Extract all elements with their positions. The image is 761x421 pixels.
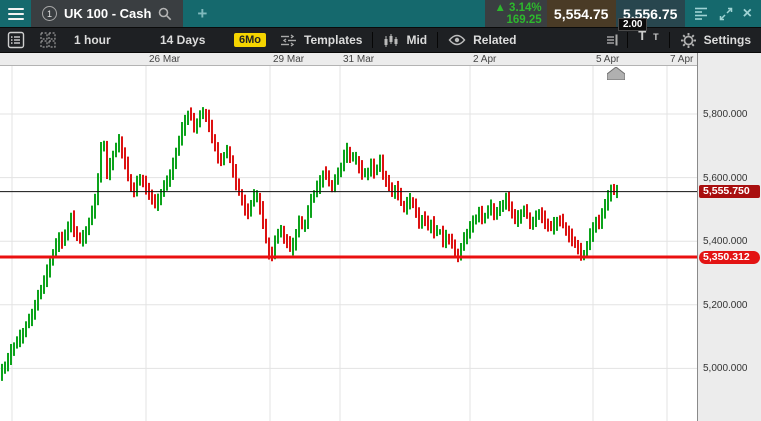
toolbar-divider: [627, 31, 629, 49]
session-marker-icon[interactable]: [607, 67, 625, 80]
close-icon[interactable]: ×: [742, 4, 752, 22]
drawings-panel-button[interactable]: [597, 28, 627, 52]
up-arrow-icon: ▲: [494, 1, 506, 14]
tab-number-badge: 1: [42, 6, 57, 21]
side-panel-icon: [607, 34, 618, 46]
interval-dropdown[interactable]: 1 hour: [74, 33, 111, 47]
list-icon: [7, 31, 25, 49]
candles-icon: [384, 33, 398, 47]
templates-icon: [281, 33, 296, 47]
price-axis[interactable]: 5,800.000 5,600.000 5,400.000 5,200.000 5,00…: [697, 53, 761, 421]
toolbar-divider: [437, 31, 439, 49]
layout-grid-button[interactable]: [32, 28, 64, 52]
daily-change: ▲ 3.14% 169.25: [484, 0, 547, 27]
chart-list-button[interactable]: [0, 28, 32, 52]
horizontal-line-label[interactable]: 5,350.312: [699, 250, 760, 264]
price-tick-label: 5,000.000: [703, 363, 748, 375]
date-axis-label: 31 Mar: [343, 54, 375, 65]
date-axis[interactable]: 26 Mar 29 Mar 31 Mar 2 Apr 5 Apr 7 Apr: [0, 53, 761, 66]
price-tick-label: 5,600.000: [703, 172, 748, 184]
search-icon[interactable]: [158, 7, 172, 21]
range-dropdown[interactable]: 14 Days: [160, 33, 206, 47]
gear-icon: [680, 32, 696, 48]
hamburger-icon: [7, 7, 24, 10]
templates-button[interactable]: Templates: [270, 28, 372, 52]
expand-icon[interactable]: [719, 7, 733, 21]
menu-button[interactable]: [0, 0, 31, 27]
settings-button[interactable]: Settings: [670, 28, 761, 52]
top-bar: 1 UK 100 - Cash + ▲ 3.14% 169.25 5,554.7…: [0, 0, 761, 28]
price-source-dropdown[interactable]: Mid: [373, 28, 437, 52]
sell-price-button[interactable]: 5,554.75: [546, 0, 616, 27]
toolbar-divider: [372, 31, 374, 49]
change-percent: 3.14%: [509, 1, 542, 14]
price-tick-label: 5,400.000: [703, 236, 748, 248]
toolbar-divider: [668, 31, 670, 49]
related-button[interactable]: Related: [438, 28, 526, 52]
grid-icon: [40, 32, 56, 48]
date-axis-label: 2 Apr: [473, 54, 497, 65]
change-points: 169.25: [506, 13, 542, 26]
price-tick-label: 5,800.000: [703, 109, 748, 120]
date-axis-label: 29 Mar: [273, 54, 305, 65]
buy-price-button[interactable]: 5,556.75: [615, 0, 685, 27]
period-6mo-button[interactable]: 6Mo: [234, 33, 266, 47]
top-bar-icons: ×: [685, 0, 761, 27]
instrument-title: UK 100 - Cash: [64, 6, 152, 21]
spread-label: 2.00: [618, 18, 648, 31]
chart-plot[interactable]: [0, 66, 697, 421]
date-axis-label: 5 Apr: [596, 54, 620, 65]
eye-icon: [448, 34, 466, 46]
add-tab-button[interactable]: +: [197, 3, 208, 23]
top-bar-spacer: [221, 0, 484, 27]
date-axis-label: 26 Mar: [149, 54, 181, 65]
date-axis-label: 7 Apr: [670, 54, 694, 65]
watchlist-icon[interactable]: [694, 6, 709, 21]
last-price-label[interactable]: 5,555.750: [699, 185, 760, 199]
chart-toolbar: 1 hour 14 Days 6Mo Templates Mid Related…: [0, 28, 761, 53]
price-tick-label: 5,200.000: [703, 299, 748, 311]
instrument-tab[interactable]: 1 UK 100 - Cash: [31, 0, 184, 27]
